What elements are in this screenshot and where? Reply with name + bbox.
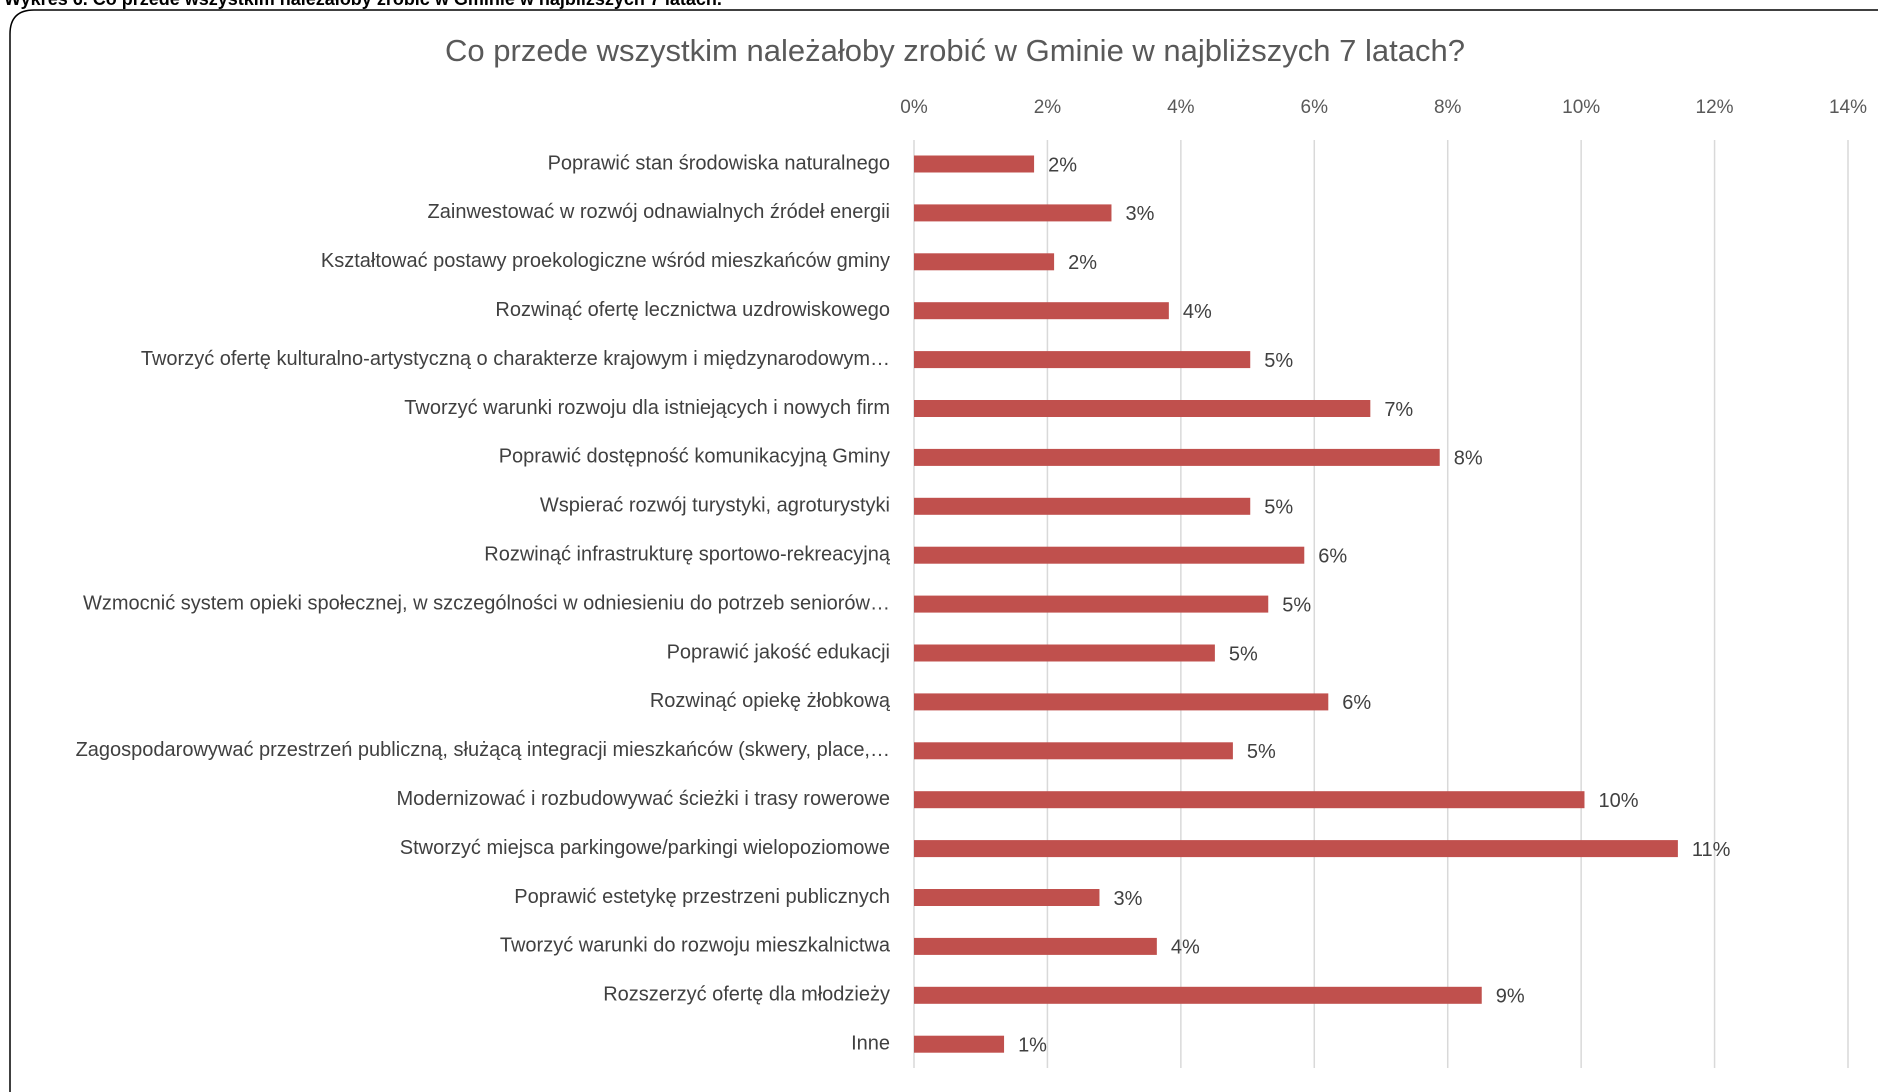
bar	[914, 448, 1440, 466]
data-label: 2%	[1068, 252, 1097, 274]
y-tick-label: Tworzyć ofertę kulturalno-artystyczną o …	[141, 348, 890, 370]
y-tick-label: Rozwinąć ofertę lecznictwa uzdrowiskoweg…	[495, 299, 890, 321]
bar	[914, 204, 1112, 222]
data-label: 6%	[1342, 692, 1371, 714]
bar	[914, 155, 1035, 173]
data-label: 1%	[1018, 1034, 1047, 1056]
bar	[914, 595, 1269, 613]
bar	[914, 351, 1251, 369]
data-label: 4%	[1171, 937, 1200, 959]
y-tick-label: Poprawić jakość edukacji	[667, 641, 890, 663]
y-tick-label: Inne	[851, 1032, 890, 1054]
x-tick-label: 10%	[1562, 97, 1600, 118]
bar	[914, 742, 1233, 760]
y-tick-label: Rozwinąć infrastrukturę sportowo-rekreac…	[484, 543, 891, 565]
y-tick-label: Zainwestować w rozwój odnawialnych źróde…	[428, 201, 890, 223]
y-tick-label: Rozwinąć opiekę żłobkową	[650, 690, 891, 712]
x-tick-label: 8%	[1434, 97, 1462, 118]
figure-caption: Wykres 6. Co przede wszystkim należałoby…	[4, 0, 722, 9]
data-label: 11%	[1692, 839, 1731, 861]
data-label: 6%	[1318, 545, 1347, 567]
data-label: 3%	[1113, 888, 1142, 910]
bar	[914, 1035, 1005, 1053]
y-tick-label: Kształtować postawy proekologiczne wśród…	[321, 250, 890, 272]
bar	[914, 937, 1157, 955]
bar	[914, 546, 1305, 564]
chart-border	[9, 9, 1878, 1092]
data-label: 5%	[1264, 350, 1293, 372]
bar	[914, 791, 1585, 809]
x-tick-label: 2%	[1034, 97, 1062, 118]
bar	[914, 253, 1055, 271]
data-label: 9%	[1496, 986, 1525, 1008]
x-tick-label: 6%	[1301, 97, 1329, 118]
x-tick-label: 12%	[1696, 97, 1734, 118]
data-label: 10%	[1598, 790, 1638, 812]
bar	[914, 693, 1329, 711]
data-label: 7%	[1384, 399, 1413, 421]
y-tick-label: Tworzyć warunki rozwoju dla istniejących…	[404, 397, 890, 419]
chart-title: Co przede wszystkim należałoby zrobić w …	[445, 33, 1465, 68]
y-tick-label: Poprawić stan środowiska naturalnego	[548, 152, 890, 174]
bar	[914, 644, 1215, 662]
data-label: 2%	[1048, 154, 1077, 176]
data-label: 5%	[1282, 594, 1311, 616]
bar	[914, 889, 1100, 906]
data-label: 4%	[1183, 301, 1212, 323]
y-tick-label: Zagospodarowywać przestrzeń publiczną, s…	[76, 739, 890, 761]
data-label: 8%	[1454, 448, 1483, 470]
x-tick-label: 4%	[1167, 97, 1195, 118]
y-tick-label: Rozszerzyć ofertę dla młodzieży	[603, 984, 890, 1006]
y-tick-label: Wspierać rozwój turystyki, agroturystyki	[540, 495, 890, 517]
x-tick-label: 14%	[1829, 97, 1867, 118]
bar	[914, 302, 1169, 320]
y-tick-label: Modernizować i rozbudowywać ścieżki i tr…	[396, 788, 890, 810]
y-tick-label: Poprawić dostępność komunikacyjną Gminy	[499, 446, 890, 468]
x-tick-label: 0%	[900, 97, 928, 118]
data-label: 5%	[1247, 741, 1276, 763]
y-tick-label: Wzmocnić system opieki społecznej, w szc…	[83, 592, 890, 614]
bar	[914, 400, 1371, 417]
y-tick-label: Tworzyć warunki do rozwoju mieszkalnictw…	[500, 935, 891, 957]
data-label: 5%	[1229, 643, 1258, 665]
bar	[914, 840, 1678, 858]
bar	[914, 986, 1482, 1004]
bar	[914, 497, 1251, 515]
y-tick-label: Stworzyć miejsca parkingowe/parkingi wie…	[400, 837, 890, 859]
y-tick-label: Poprawić estetykę przestrzeni publicznyc…	[514, 886, 890, 908]
data-label: 3%	[1125, 203, 1154, 225]
data-label: 5%	[1264, 497, 1293, 519]
